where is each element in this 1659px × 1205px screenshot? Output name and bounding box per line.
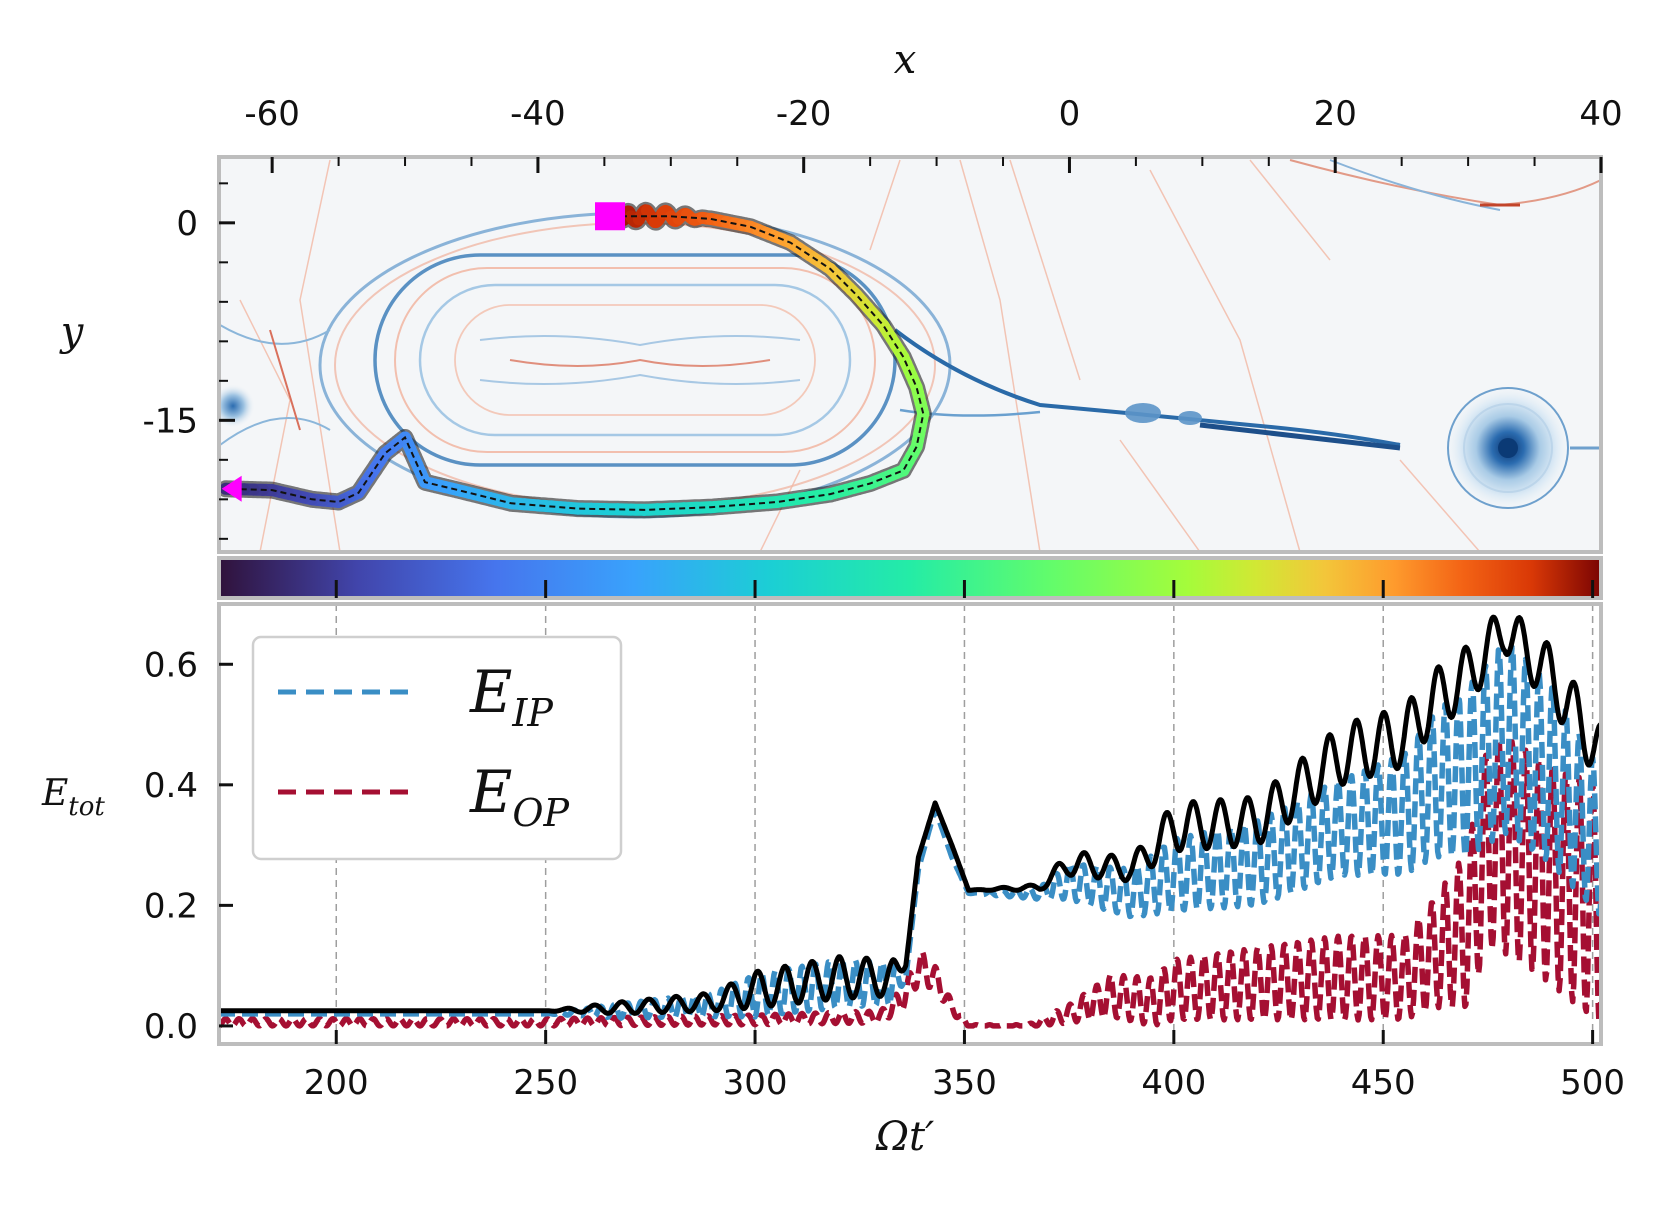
bottom-y-tick-label: 0.2: [144, 886, 198, 926]
top-x-tick-label: -40: [510, 94, 566, 134]
energy-line-panel: 200 250 300 350 400 450 500 0.0 0.2 0.4 0.6 EIP E…: [41, 602, 1625, 1160]
bottom-x-tick-label: 250: [513, 1063, 578, 1103]
bottom-x-tick-label: 450: [1351, 1063, 1416, 1103]
top-y-axis: 0 -15: [142, 182, 235, 540]
top-x-tick-label: -60: [244, 94, 300, 134]
legend-label-eip: EIP: [469, 658, 554, 735]
energy-axis-label: Etot: [41, 773, 105, 822]
top-x-axis: -60 -40 -20 0 20 40: [244, 94, 1623, 173]
series-line-tot: [219, 614, 1601, 1016]
top-y-tick-label: -15: [142, 401, 198, 441]
series-line-op: [219, 738, 1601, 1029]
trajectory-end-marker: [221, 475, 242, 502]
time-colorbar: [217, 556, 1603, 600]
colorbar-frame: [217, 556, 1603, 600]
series-layer: [219, 614, 1601, 1029]
top-x-tick-label: 20: [1314, 94, 1357, 134]
trajectory-guide: [225, 215, 925, 511]
legend-label-eop: EOP: [469, 758, 570, 835]
bottom-x-tick-label: 200: [304, 1063, 369, 1103]
line-plot-frame: [217, 602, 1603, 1046]
top-x-tick-label: 40: [1579, 94, 1622, 134]
bottom-x-tick-label: 300: [723, 1063, 788, 1103]
legend: EIP EOP: [251, 635, 623, 861]
particle-trajectory: [219, 201, 932, 519]
top-x-tick-label: -20: [776, 94, 832, 134]
bottom-y-tick-label: 0.4: [144, 766, 198, 806]
trajectory-start-marker: [595, 202, 626, 231]
top-y-tick-label: 0: [176, 204, 198, 244]
x-axis-label: x: [894, 37, 917, 83]
bottom-x-tick-label: 350: [932, 1063, 997, 1103]
bottom-y-tick-label: 0.6: [144, 645, 198, 685]
bottom-x-tick-label: 500: [1560, 1063, 1625, 1103]
colorbar-ticks: [334, 580, 1595, 598]
time-axis-label: Ωt′: [875, 1114, 934, 1160]
colorbar-gradient: [219, 558, 1601, 598]
bottom-y-tick-label: 0.0: [144, 1007, 198, 1047]
heatmap-frame: [217, 155, 1603, 554]
bottom-x-tick-label: 400: [1141, 1063, 1206, 1103]
bottom-y-axis: 0.0 0.2 0.4 0.6: [144, 645, 233, 1047]
field-heatmap-panel: -60 -40 -20 0 20 40 0 -15 x y: [59, 37, 1623, 554]
top-x-tick-label: 0: [1059, 94, 1081, 134]
bottom-x-axis: 200 250 300 350 400 450 500: [304, 1030, 1625, 1103]
y-axis-label: y: [59, 309, 85, 355]
